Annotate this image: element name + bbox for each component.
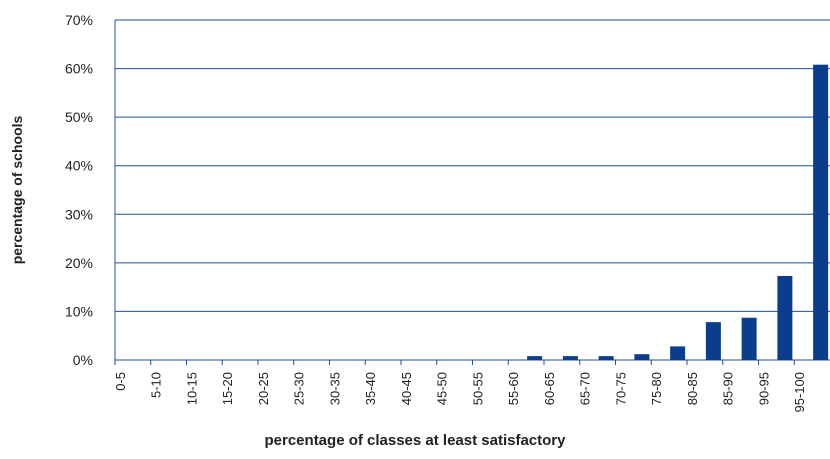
x-axis-title: percentage of classes at least satisfact… — [265, 432, 567, 449]
x-tick-label: 10-15 — [184, 372, 199, 405]
x-tick-label: 20-25 — [256, 372, 271, 405]
x-tick-label: 95-100 — [792, 372, 807, 412]
x-tick-label: 90-95 — [756, 372, 771, 405]
bar — [634, 354, 650, 360]
x-tick-label: 55-60 — [506, 372, 521, 405]
x-tick-label: 30-35 — [327, 372, 342, 405]
x-tick-label: 45-50 — [435, 372, 450, 405]
x-tick-label: 65-70 — [578, 372, 593, 405]
x-tick-label: 25-30 — [292, 372, 307, 405]
bar — [741, 317, 757, 360]
x-tick-label: 80-85 — [685, 372, 700, 405]
y-axis-title: percentage of schools — [9, 115, 25, 264]
x-tick-label: 5-10 — [149, 372, 164, 398]
y-tick-label: 20% — [65, 255, 93, 271]
bar — [777, 275, 793, 360]
y-tick-label: 10% — [65, 303, 93, 319]
x-tick-label: 75-80 — [649, 372, 664, 405]
y-tick-label: 40% — [65, 158, 93, 174]
x-tick-label: 50-55 — [470, 372, 485, 405]
y-tick-label: 50% — [65, 109, 93, 125]
x-tick-label: 70-75 — [613, 372, 628, 405]
x-tick-label: 15-20 — [220, 372, 235, 405]
bar — [670, 346, 686, 360]
y-tick-label: 0% — [73, 352, 93, 368]
x-tick-label: 0-5 — [113, 372, 128, 391]
bar — [562, 356, 578, 360]
bar — [598, 356, 614, 360]
x-tick-label: 60-65 — [542, 372, 557, 405]
y-tick-label: 70% — [65, 12, 93, 28]
y-tick-label: 60% — [65, 61, 93, 77]
bar — [527, 356, 543, 360]
x-tick-label: 35-40 — [363, 372, 378, 405]
x-tick-label: 85-90 — [721, 372, 736, 405]
x-tick-label: 40-45 — [399, 372, 414, 405]
y-tick-label: 30% — [65, 206, 93, 222]
bar — [705, 322, 721, 360]
bar — [813, 64, 829, 360]
